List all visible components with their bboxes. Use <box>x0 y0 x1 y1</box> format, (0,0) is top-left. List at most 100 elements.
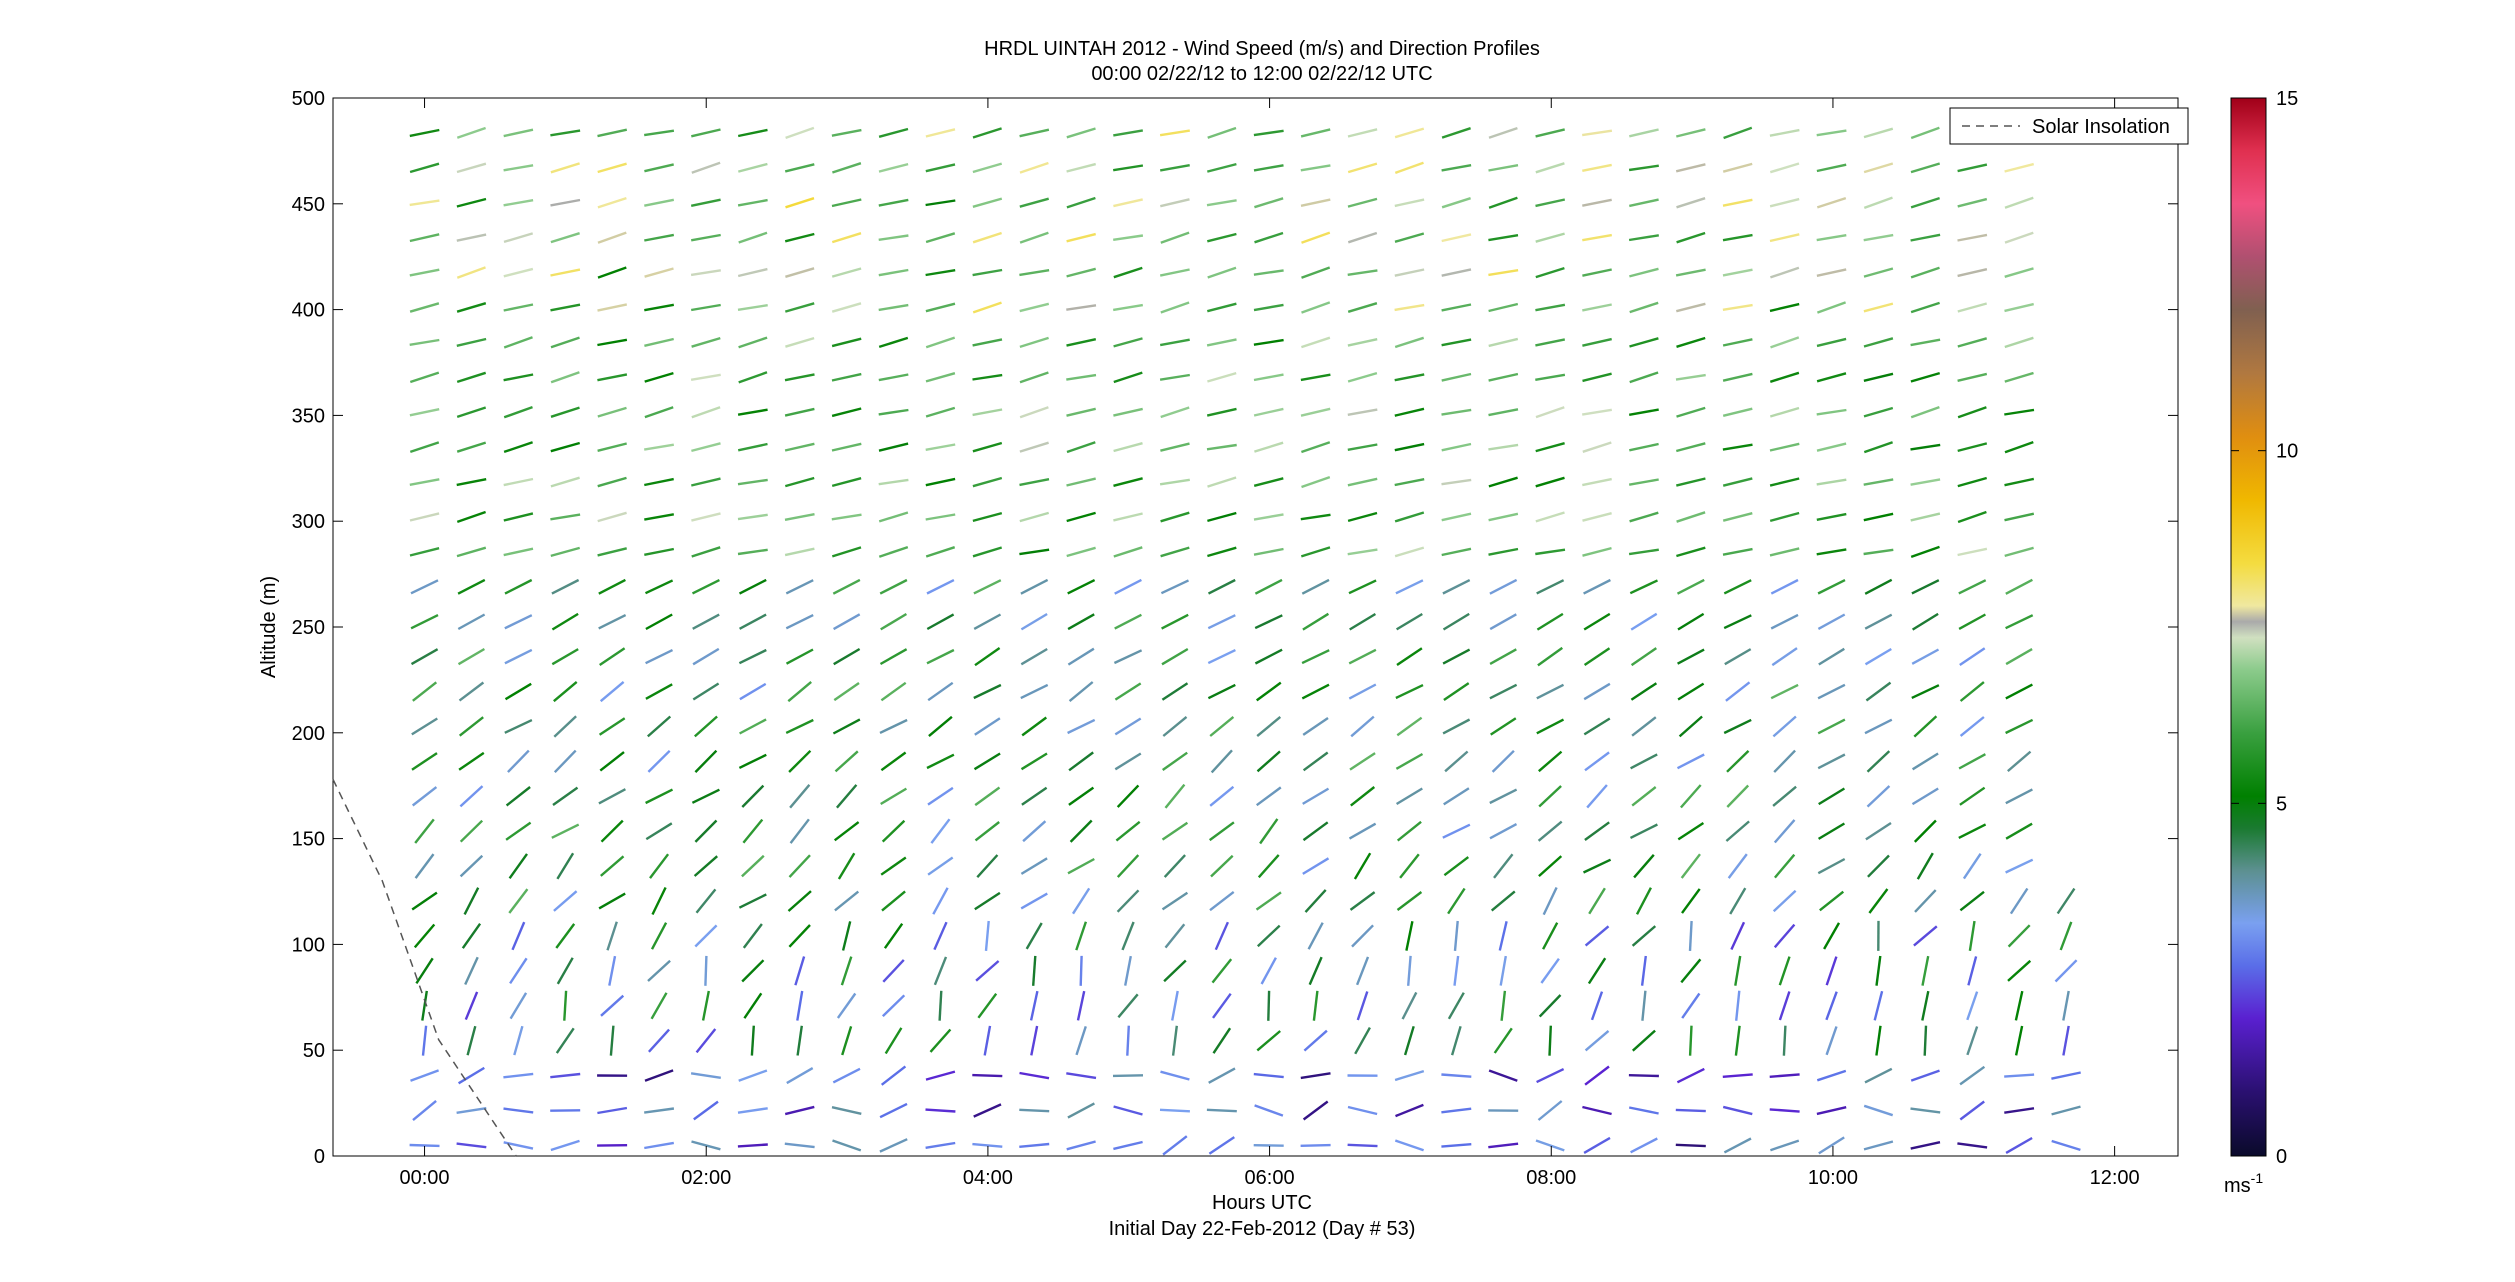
wind-barb <box>2004 336 2034 349</box>
wind-barb <box>1490 717 1517 736</box>
wind-barb <box>1113 1105 1143 1116</box>
wind-barb <box>831 337 862 348</box>
wind-barb <box>1816 548 1847 556</box>
wind-barb <box>926 613 955 631</box>
wind-barb <box>737 408 768 416</box>
wind-barb <box>737 548 768 556</box>
x-tick-label: 10:00 <box>1808 1167 1858 1189</box>
wind-barb <box>1441 478 1472 486</box>
wind-barb <box>1300 164 1331 172</box>
wind-barb <box>1913 925 1938 947</box>
wind-barb <box>787 890 812 912</box>
wind-barb <box>410 614 439 630</box>
wind-barb <box>421 990 428 1021</box>
wind-barb <box>1075 1026 1087 1056</box>
wind-barb <box>556 852 575 880</box>
wind-barb <box>1500 990 1507 1021</box>
wind-barb <box>831 407 862 418</box>
wind-barb <box>925 163 956 173</box>
wind-barb <box>834 890 860 912</box>
wind-barb <box>1723 614 1752 630</box>
wind-barb <box>880 1065 907 1086</box>
wind-barb <box>1159 1108 1190 1113</box>
wind-barb <box>1267 990 1271 1021</box>
wind-barb <box>1722 547 1753 556</box>
wind-barb <box>414 818 435 844</box>
wind-barb <box>973 579 1002 595</box>
wind-barb <box>1211 958 1233 984</box>
wind-barb <box>972 197 1003 208</box>
wind-barb <box>972 268 1003 277</box>
wind-barb <box>1863 162 1894 174</box>
wind-barb <box>597 338 628 347</box>
wind-barb <box>926 579 955 595</box>
wind-barb <box>1911 648 1940 665</box>
wind-barb <box>1631 786 1657 807</box>
wind-barb <box>694 749 718 773</box>
wind-barb <box>1349 891 1376 911</box>
wind-barb <box>1113 234 1144 241</box>
wind-barb <box>1540 957 1560 984</box>
wind-barb <box>1818 787 1846 806</box>
wind-barb <box>786 1067 814 1085</box>
wind-barb <box>693 855 718 877</box>
wind-barb <box>1488 372 1519 382</box>
wind-barb <box>415 957 434 985</box>
wind-barb <box>1114 752 1142 771</box>
wind-barb <box>1916 852 1934 880</box>
wind-barb <box>1253 269 1284 276</box>
wind-barb <box>1488 126 1518 139</box>
wind-barb <box>1164 783 1186 809</box>
wind-barb <box>1394 407 1425 417</box>
wind-barb <box>1864 1067 1893 1084</box>
wind-barb <box>1688 1025 1693 1056</box>
wind-barb <box>1723 126 1753 140</box>
wind-barb <box>1911 787 1939 806</box>
wind-barb <box>1020 647 1048 666</box>
wind-barb <box>972 338 1003 347</box>
wind-barb <box>411 786 438 807</box>
wind-barb <box>1066 1140 1096 1151</box>
wind-barb <box>831 302 862 313</box>
legend: Solar Insolation <box>1949 107 2189 145</box>
wind-barb <box>831 442 862 452</box>
wind-barb <box>878 442 909 452</box>
wind-barb <box>1582 1105 1612 1116</box>
wind-barb <box>1066 127 1096 139</box>
wind-barb <box>784 163 815 173</box>
wind-barb <box>1914 889 1937 913</box>
wind-barb <box>1301 231 1331 244</box>
wind-barb <box>701 990 710 1021</box>
wind-barb <box>1631 925 1657 947</box>
wind-barb <box>1441 268 1472 277</box>
wind-barb <box>1966 1026 1979 1056</box>
wind-barb <box>1769 162 1800 174</box>
wind-barb <box>1968 920 1976 951</box>
wind-barb <box>1394 127 1425 139</box>
wind-barb <box>1254 231 1284 244</box>
wind-barb <box>1019 1071 1050 1080</box>
wind-barb <box>1447 992 1465 1020</box>
wind-barb <box>503 405 533 419</box>
wind-barb <box>1254 197 1284 209</box>
wind-barb <box>598 717 626 736</box>
wind-barb <box>1628 478 1659 486</box>
wind-barb <box>2004 512 2035 522</box>
wind-barb <box>878 268 909 277</box>
wind-barb <box>1582 512 1612 522</box>
wind-barb <box>1302 821 1329 842</box>
wind-barb <box>1488 1142 1519 1149</box>
wind-barb <box>1253 513 1284 521</box>
wind-barb <box>879 648 908 666</box>
wind-barb <box>1913 715 1938 738</box>
wind-barb <box>1019 302 1050 313</box>
wind-barb <box>1676 1067 1705 1084</box>
wind-barb <box>1121 921 1135 951</box>
wind-barb <box>1019 548 1050 556</box>
wind-barb <box>644 547 675 556</box>
wind-barb <box>1113 164 1144 172</box>
wind-barb <box>456 233 487 242</box>
wind-barb <box>412 681 438 702</box>
wind-barb <box>1584 925 1610 947</box>
wind-barb <box>1491 749 1515 773</box>
